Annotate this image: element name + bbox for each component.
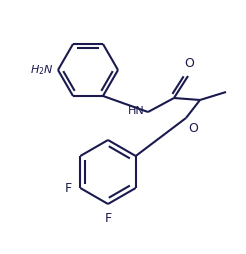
Text: $H_2N$: $H_2N$	[30, 63, 54, 77]
Text: F: F	[65, 182, 72, 195]
Text: O: O	[184, 57, 194, 70]
Text: O: O	[188, 122, 198, 135]
Text: HN: HN	[128, 106, 145, 116]
Text: F: F	[105, 212, 112, 225]
